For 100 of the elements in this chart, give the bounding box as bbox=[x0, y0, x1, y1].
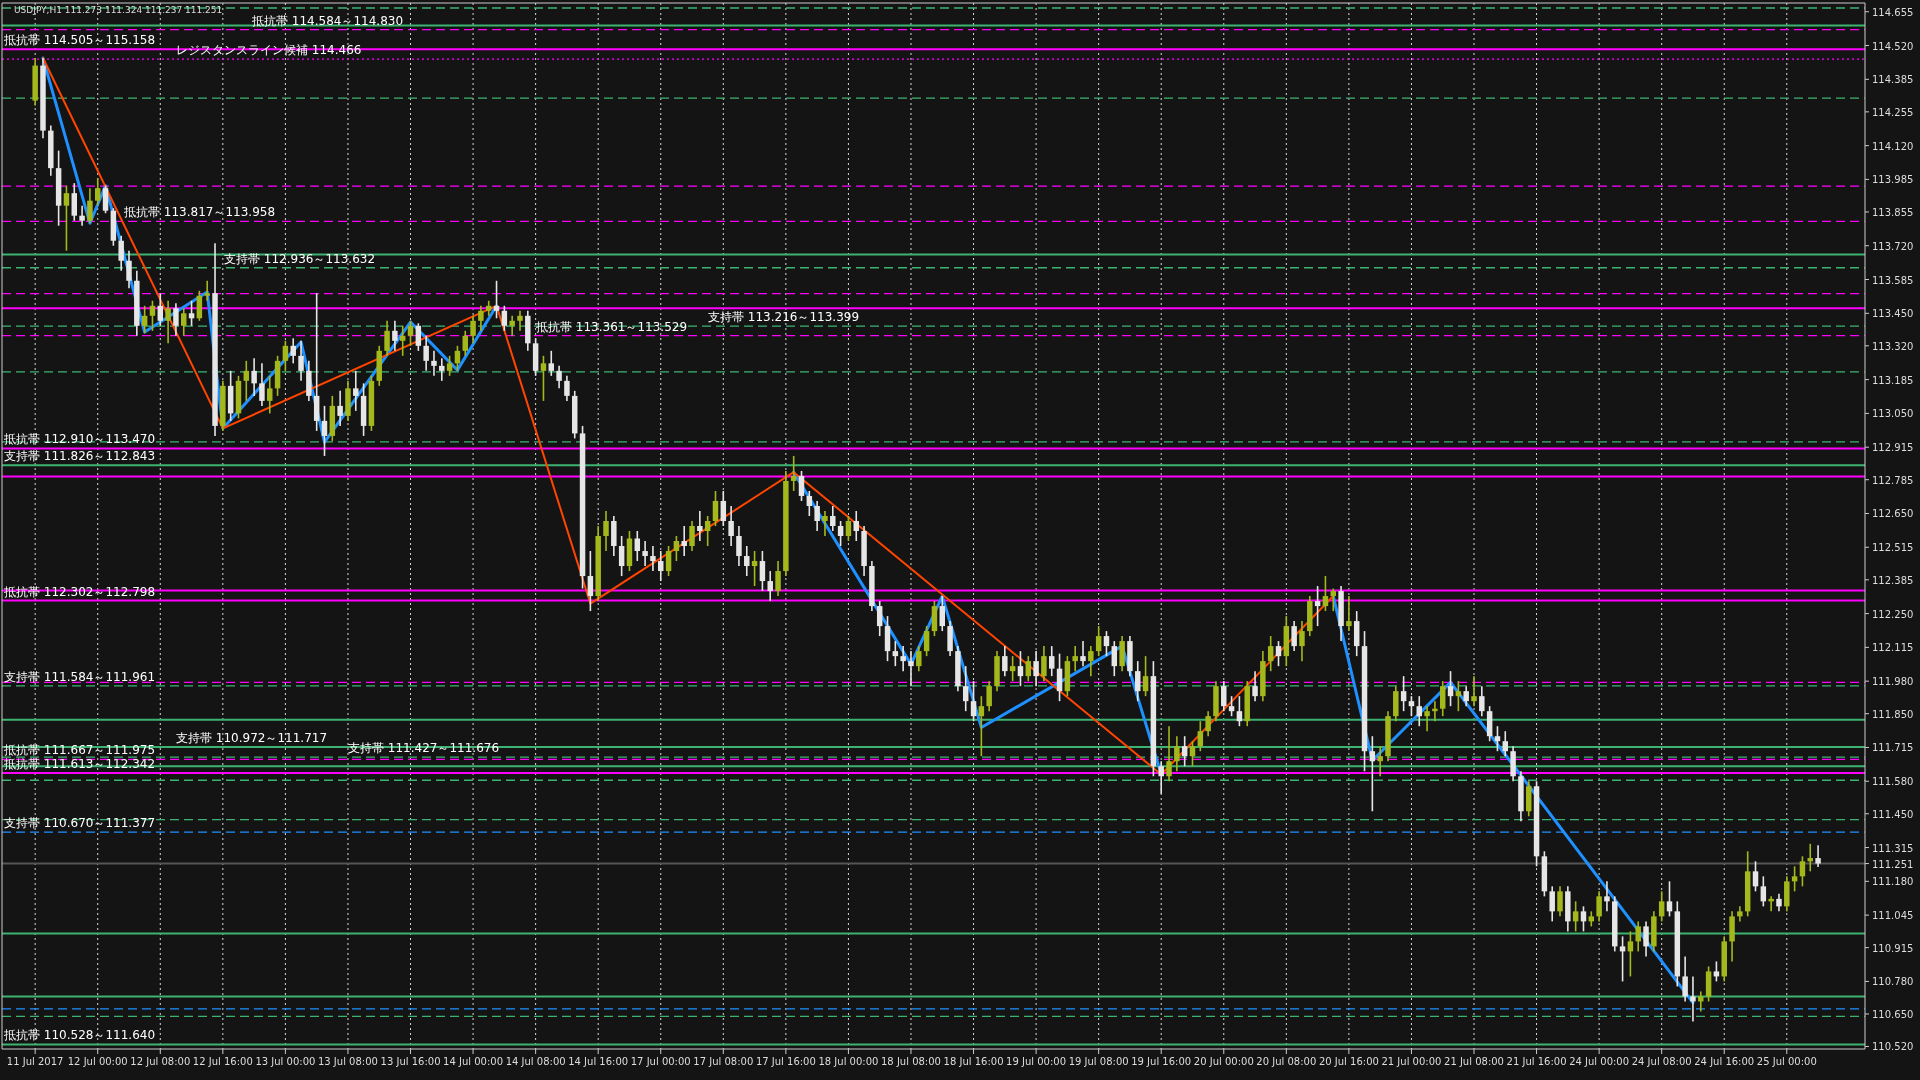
candlestick bbox=[1267, 635, 1274, 672]
candlestick bbox=[290, 337, 296, 365]
x-tick-label: 25 Jul 00:00 bbox=[1756, 1056, 1817, 1067]
x-tick-label: 20 Jul 16:00 bbox=[1318, 1056, 1379, 1067]
candlestick bbox=[1666, 880, 1673, 918]
candlestick bbox=[790, 455, 797, 492]
candlestick bbox=[806, 490, 813, 517]
candlestick bbox=[1658, 890, 1665, 923]
x-tick-label: 19 Jul 00:00 bbox=[1006, 1056, 1067, 1067]
candlestick bbox=[149, 299, 156, 332]
candlestick bbox=[1009, 655, 1016, 682]
candlestick bbox=[853, 510, 859, 542]
x-tick-label: 19 Jul 16:00 bbox=[1131, 1056, 1192, 1067]
y-tick-label: 111.580 bbox=[1872, 776, 1914, 788]
candlestick bbox=[1228, 695, 1235, 717]
candlestick bbox=[736, 525, 742, 567]
candlestick bbox=[1049, 645, 1055, 677]
ref-line-label: 支持帯 110.972～111.717 bbox=[176, 730, 328, 745]
ref-line-label: 抵抗帯 114.505～115.158 bbox=[3, 33, 156, 48]
candlestick bbox=[1690, 975, 1696, 1023]
candlestick bbox=[1025, 655, 1032, 682]
candlestick bbox=[814, 500, 820, 532]
candlestick bbox=[673, 535, 680, 562]
candlestick bbox=[1557, 885, 1563, 918]
candlestick bbox=[650, 545, 656, 572]
candlestick bbox=[767, 570, 773, 602]
candlestick bbox=[970, 680, 977, 722]
candlestick bbox=[1095, 625, 1102, 657]
candlestick bbox=[876, 600, 883, 637]
candlestick bbox=[353, 370, 359, 412]
candlestick bbox=[1408, 695, 1415, 717]
candlestick bbox=[478, 304, 484, 332]
candlestick bbox=[1236, 695, 1243, 727]
y-tick-label: 113.720 bbox=[1872, 240, 1914, 252]
candlestick bbox=[1377, 745, 1383, 778]
candlestick bbox=[462, 330, 468, 357]
candlestick bbox=[1416, 695, 1422, 727]
ref-line-label: 抵抗帯 114.584～114.830 bbox=[251, 13, 404, 28]
candlestick bbox=[79, 204, 85, 227]
y-tick-label: 111.980 bbox=[1872, 676, 1914, 688]
x-tick-label: 11 Jul 2017 bbox=[6, 1056, 64, 1067]
candlestick bbox=[126, 249, 132, 290]
candlestick bbox=[1463, 685, 1469, 707]
x-tick-label: 14 Jul 08:00 bbox=[505, 1056, 566, 1067]
candlestick bbox=[407, 320, 414, 347]
candlestick bbox=[1627, 930, 1634, 978]
y-tick-label: 112.785 bbox=[1872, 474, 1914, 486]
y-tick-label: 113.320 bbox=[1872, 340, 1914, 352]
x-tick-label: 24 Jul 08:00 bbox=[1631, 1056, 1692, 1067]
y-tick-label: 114.655 bbox=[1872, 6, 1914, 18]
candlestick bbox=[986, 680, 992, 712]
y-tick-label: 114.520 bbox=[1872, 40, 1914, 52]
candlestick bbox=[157, 292, 164, 327]
candlestick bbox=[759, 550, 766, 592]
x-tick-label: 18 Jul 08:00 bbox=[881, 1056, 941, 1067]
candlestick bbox=[118, 234, 124, 272]
candlestick bbox=[1275, 640, 1282, 667]
candlestick bbox=[556, 365, 562, 390]
candlestick bbox=[540, 355, 547, 402]
candlestick bbox=[1330, 587, 1336, 612]
candlestick bbox=[798, 470, 805, 502]
x-tick-label: 17 Jul 16:00 bbox=[755, 1056, 816, 1067]
candlestick bbox=[517, 309, 523, 332]
y-tick-label: 110.650 bbox=[1872, 1008, 1914, 1020]
candlestick bbox=[587, 550, 594, 612]
y-tick-label: 111.450 bbox=[1872, 808, 1914, 820]
candlestick bbox=[102, 184, 109, 214]
x-tick-label: 13 Jul 16:00 bbox=[380, 1056, 441, 1067]
candlestick bbox=[908, 650, 914, 687]
candlestick bbox=[87, 187, 93, 225]
candlestick bbox=[1643, 920, 1649, 958]
candlestick bbox=[1580, 905, 1587, 933]
y-tick-label: 113.855 bbox=[1872, 206, 1914, 218]
candlestick bbox=[1299, 620, 1305, 662]
y-tick-label: 110.520 bbox=[1872, 1041, 1914, 1053]
candlestick bbox=[1760, 875, 1767, 908]
x-tick-label: 24 Jul 00:00 bbox=[1569, 1056, 1630, 1067]
candlestick bbox=[978, 695, 985, 758]
candlestick bbox=[1197, 720, 1204, 753]
x-tick-label: 12 Jul 00:00 bbox=[67, 1056, 128, 1067]
y-tick-label: 110.915 bbox=[1872, 942, 1914, 954]
candlestick bbox=[1752, 860, 1759, 893]
y-tick-label: 113.985 bbox=[1872, 174, 1914, 186]
y-tick-label: 111.045 bbox=[1872, 910, 1914, 922]
candlestick bbox=[1291, 620, 1297, 652]
x-tick-label: 18 Jul 00:00 bbox=[818, 1056, 879, 1067]
x-tick-label: 20 Jul 00:00 bbox=[1193, 1056, 1254, 1067]
candlestick bbox=[1103, 630, 1110, 657]
x-tick-label: 12 Jul 08:00 bbox=[130, 1056, 191, 1067]
x-tick-label: 21 Jul 08:00 bbox=[1444, 1056, 1504, 1067]
candlestick bbox=[267, 375, 273, 415]
candlestick bbox=[697, 510, 703, 542]
x-tick-label: 20 Jul 08:00 bbox=[1256, 1056, 1317, 1067]
candlestick bbox=[399, 325, 406, 357]
candlestick bbox=[282, 340, 289, 372]
x-tick-label: 13 Jul 08:00 bbox=[317, 1056, 378, 1067]
y-tick-label: 114.120 bbox=[1872, 140, 1914, 152]
x-tick-label: 21 Jul 00:00 bbox=[1381, 1056, 1442, 1067]
candlestick bbox=[1158, 760, 1164, 795]
candlestick bbox=[548, 350, 555, 377]
